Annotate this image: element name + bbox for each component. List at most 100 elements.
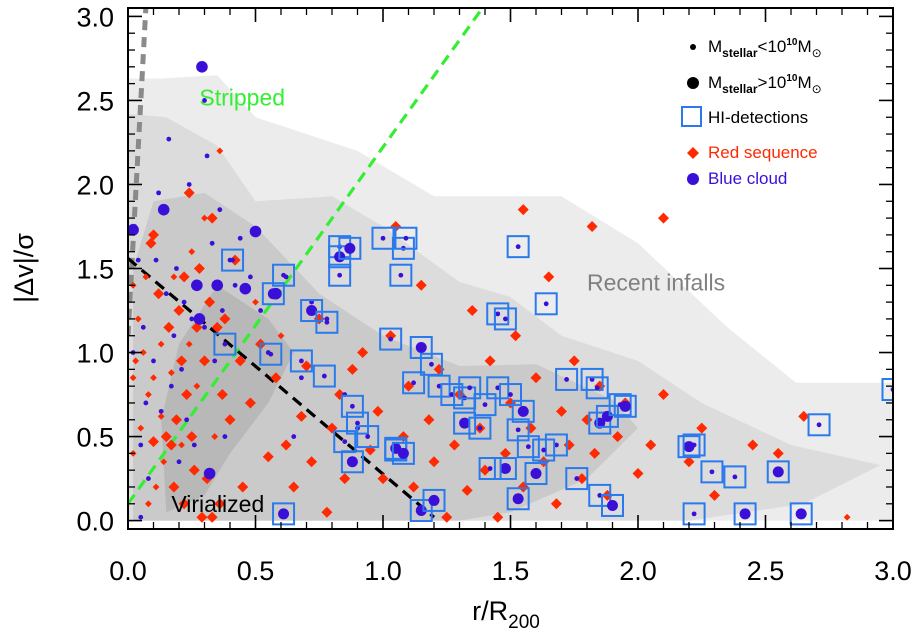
y-tick-label: 0.5 [76,423,114,453]
red-sequence-point [211,433,219,440]
hi-detection-galaxy [503,316,508,322]
blue-cloud-point [157,203,170,216]
red-sequence-point [153,288,165,300]
red-sequence-point [160,458,168,466]
hi-detection-square [511,399,535,423]
red-sequence-point [252,298,259,306]
blue-cloud-point [209,240,215,246]
blue-cloud-point [184,417,190,423]
x-tick-label: 1.0 [364,556,402,586]
hi-detection-galaxy [512,493,524,505]
y-tick-label: 1.5 [76,255,114,285]
legend-marker-small-dot [690,44,696,50]
red-sequence-point [586,220,598,232]
y-tick-label: 1.0 [76,339,114,369]
blue-cloud-point [222,434,228,439]
red-sequence-point [137,424,145,432]
blue-cloud-point [181,299,187,305]
hi-detection-square [389,263,413,287]
hi-detection-galaxy [499,462,511,474]
red-sequence-point [295,410,307,422]
contour-level-3 [133,192,638,521]
red-sequence-point [185,340,193,348]
hi-detection-square [493,456,517,480]
hi-detection-galaxy [517,405,529,417]
hi-detection-square [585,376,609,400]
hi-detection-square [608,393,632,417]
hi-detection-galaxy [350,403,355,409]
green-dashed-line [128,8,484,505]
x-tick-label: 1.5 [492,556,530,586]
red-sequence-point [423,414,435,426]
red-sequence-point [589,447,601,459]
hi-detection-galaxy [398,272,404,278]
blue-cloud-point [193,313,206,325]
red-sequence-point [176,355,188,367]
hi-detection-square [555,367,579,391]
red-sequence-point [145,237,157,249]
blue-cloud-point [179,366,184,372]
red-sequence-point [696,422,708,434]
red-sequence-point [645,439,657,451]
hi-detection-square [356,425,380,449]
blue-cloud-point [202,324,207,330]
red-sequence-point [612,431,624,443]
red-sequence-point [188,248,196,256]
red-sequence-point [214,498,226,510]
hi-detection-square [499,383,522,407]
red-sequence-point [237,481,249,493]
blue-cloud-point [186,182,192,187]
hi-detection-galaxy [607,499,618,511]
hi-detection-square [338,236,362,260]
hi-detection-galaxy [772,466,784,478]
hi-detection-galaxy [411,380,416,386]
hi-detection-square [468,416,492,440]
red-sequence-point [178,441,185,449]
annotation-text: Stripped [199,84,285,110]
blue-cloud-point [140,324,146,330]
hi-detection-galaxy [267,288,279,300]
blue-cloud-point [163,291,169,297]
red-sequence-point [163,321,175,333]
y-axis-label: |Δv|/σ [9,233,39,303]
red-sequence-point [415,279,427,291]
red-sequence-point [168,481,180,493]
red-sequence-point [556,405,567,417]
hi-detection-galaxy [278,508,290,520]
hi-detection-square [272,502,296,526]
red-sequence-point [204,296,216,308]
red-sequence-point [145,391,152,398]
hi-detection-square [300,299,324,323]
red-sequence-point [181,389,193,401]
hi-detection-square [682,502,706,526]
hi-detection-square [506,235,530,259]
red-sequence-point [798,410,810,422]
red-sequence-point [224,414,236,426]
red-sequence-point [173,305,185,317]
red-sequence-point [277,332,285,340]
hi-detection-square [807,413,831,437]
blue-cloud-point [168,383,174,389]
hi-detection-galaxy [436,383,442,389]
red-sequence-point [142,273,150,281]
red-sequence-point [479,464,491,476]
hi-detection-square [493,307,517,331]
hi-detection-galaxy [222,341,228,347]
hi-detection-galaxy [525,444,531,450]
hi-detection-square [723,465,747,489]
red-sequence-point [201,214,208,222]
hi-detection-square [379,327,403,351]
red-sequence-point [484,355,496,367]
blue-cloud-point [204,153,210,159]
blue-cloud-point [239,282,252,295]
hi-detection-galaxy [495,311,501,317]
blue-cloud-point [258,308,263,313]
red-sequence-point [843,513,851,521]
blue-cloud-point [212,358,218,364]
hi-detection-galaxy [397,447,409,459]
hi-detection-galaxy [601,410,613,422]
hi-detection-square [700,460,724,484]
red-sequence-point [772,447,784,459]
hi-detection-galaxy [306,305,318,317]
blue-cloud-point [153,257,159,263]
